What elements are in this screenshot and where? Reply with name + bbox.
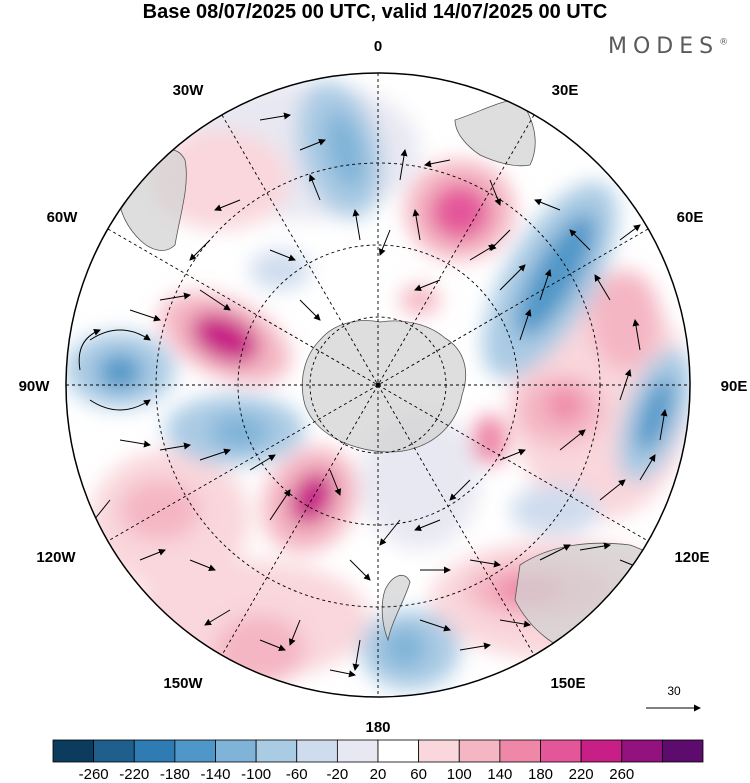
- lon-label-180: 180: [365, 719, 390, 736]
- colorbar-swatch: [215, 739, 257, 763]
- colorbar-label: 180: [528, 766, 553, 783]
- colorbar-label: -100: [241, 766, 271, 783]
- lon-label-60e: 60E: [677, 209, 704, 226]
- lon-label-120e: 120E: [674, 549, 709, 566]
- colorbar-label: -220: [119, 766, 149, 783]
- reference-vector: 30: [646, 684, 701, 712]
- colorbar-label: 60: [410, 766, 427, 783]
- map-disk: [66, 73, 690, 697]
- wind-vectors: [78, 112, 668, 681]
- africa-tip: [454, 99, 536, 167]
- south-pole-marker: [375, 382, 381, 388]
- colorbar-swatch: [133, 739, 176, 763]
- colorbar-swatch: [255, 739, 298, 763]
- lon-label-90e: 90E: [721, 378, 748, 395]
- colorbar-label: 220: [569, 766, 594, 783]
- colorbar-swatch: [580, 739, 623, 763]
- colorbar-swatch: [52, 739, 95, 763]
- colorbar-swatch: [661, 739, 704, 763]
- colorbar-swatch: [174, 739, 216, 763]
- lon-label-30w: 30W: [173, 82, 205, 99]
- colorbar-label: -60: [286, 766, 308, 783]
- new-zealand: [381, 574, 411, 642]
- colorbar-swatch: [458, 739, 501, 763]
- colorbar: -260 -220 -180 -140 -100 -60 -20 20 60 100 140 180 2…: [52, 739, 704, 783]
- colorbar-label: 140: [487, 766, 512, 783]
- anomaly-field: [66, 80, 690, 690]
- colorbar-label: -180: [160, 766, 190, 783]
- colorbar-swatch: [499, 739, 541, 763]
- colorbar-label: -260: [79, 766, 109, 783]
- lon-label-30e: 30E: [552, 82, 579, 99]
- map-title: Base 08/07/2025 00 UTC, valid 14/07/2025…: [142, 1, 608, 23]
- colorbar-label: -140: [200, 766, 230, 783]
- colorbar-swatch: [540, 739, 582, 763]
- colorbar-swatch: [621, 739, 663, 763]
- colorbar-label: -20: [327, 766, 349, 783]
- colorbar-label: 20: [370, 766, 387, 783]
- lon-label-60w: 60W: [47, 209, 79, 226]
- reference-vector-label: 30: [667, 684, 681, 698]
- colorbar-swatch: [336, 739, 379, 763]
- lon-label-90w: 90W: [19, 378, 51, 395]
- lon-label-120w: 120W: [36, 549, 76, 566]
- lon-label-150e: 150E: [550, 675, 585, 692]
- colorbar-swatch: [93, 739, 135, 763]
- colorbar-swatch: [418, 739, 460, 763]
- map-boundary: [65, 72, 691, 698]
- colorbar-label: 260: [609, 766, 634, 783]
- lon-label-150w: 150W: [163, 675, 203, 692]
- colorbar-swatch: [296, 739, 338, 763]
- antarctica: [301, 320, 466, 453]
- colorbar-swatch: [377, 739, 420, 763]
- modes-logo: MODES®: [608, 34, 729, 59]
- colorbar-label: 100: [447, 766, 472, 783]
- lon-label-0: 0: [374, 38, 382, 55]
